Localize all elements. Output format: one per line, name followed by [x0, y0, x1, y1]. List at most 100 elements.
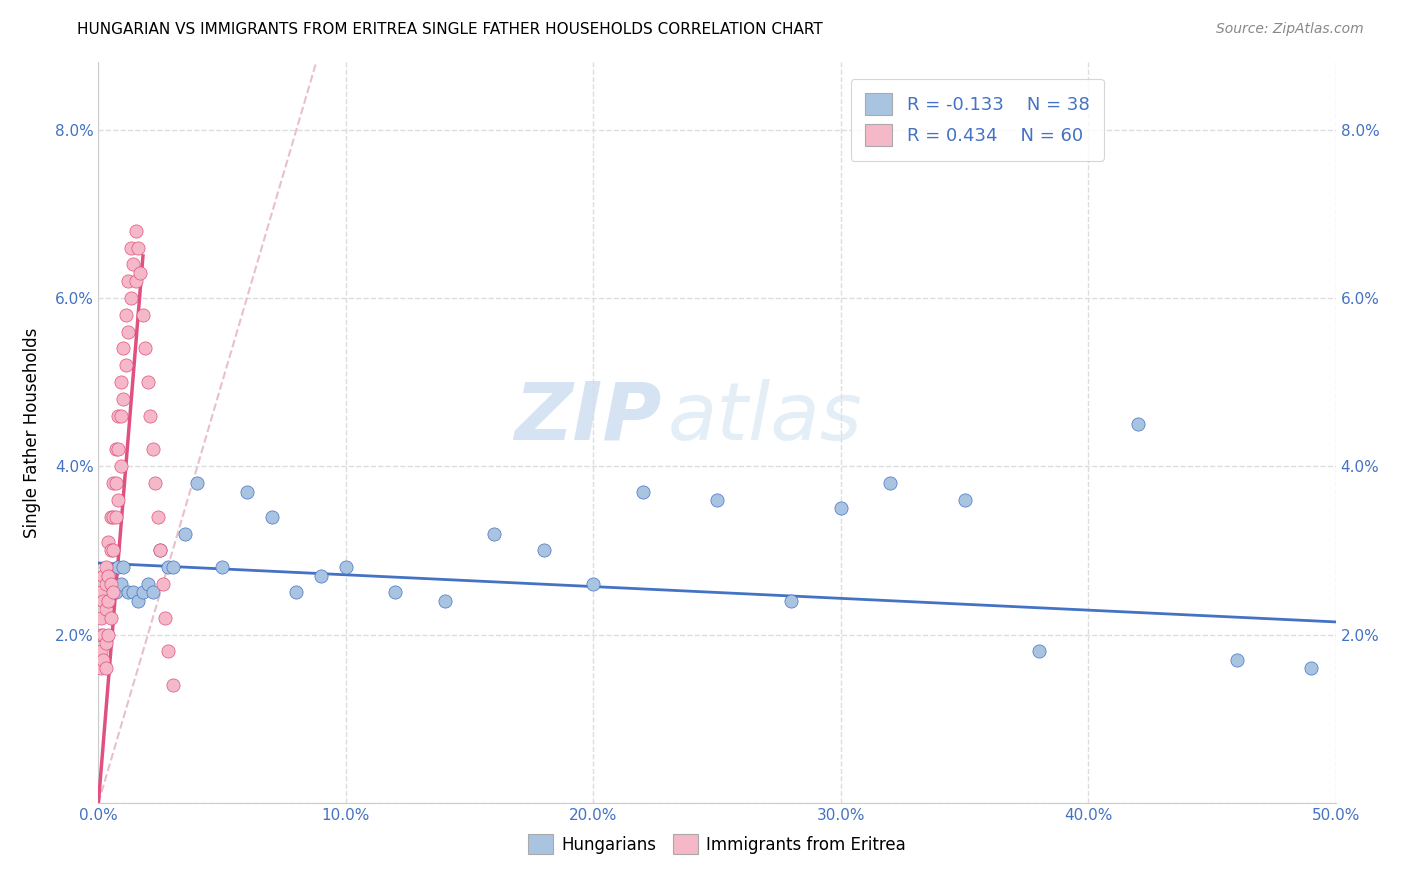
Point: [117, 274, 139, 288]
Point: [132, 308, 155, 322]
Point: [1126, 417, 1149, 432]
Point: [104, 509, 127, 524]
Point: [124, 224, 146, 238]
Text: atlas: atlas: [668, 379, 862, 457]
Point: [104, 442, 127, 457]
Point: [90, 644, 112, 658]
Point: [433, 594, 456, 608]
Point: [309, 568, 332, 582]
Point: [117, 325, 139, 339]
Point: [134, 342, 156, 356]
Text: ZIP: ZIP: [515, 379, 661, 457]
Text: Source: ZipAtlas.com: Source: ZipAtlas.com: [1216, 22, 1364, 37]
Point: [97, 535, 120, 549]
Point: [110, 409, 132, 423]
Point: [97, 594, 120, 608]
Point: [100, 543, 122, 558]
Point: [156, 560, 179, 574]
Point: [156, 644, 179, 658]
Point: [94, 636, 117, 650]
Point: [139, 409, 162, 423]
Point: [149, 543, 172, 558]
Point: [112, 342, 135, 356]
Point: [94, 568, 117, 582]
Point: [211, 560, 233, 574]
Point: [129, 266, 152, 280]
Point: [107, 442, 129, 457]
Point: [94, 577, 117, 591]
Point: [93, 594, 115, 608]
Point: [107, 409, 129, 423]
Point: [631, 484, 654, 499]
Point: [142, 585, 165, 599]
Point: [136, 577, 159, 591]
Y-axis label: Single Father Households: Single Father Households: [22, 327, 41, 538]
Point: [143, 476, 166, 491]
Point: [90, 610, 112, 624]
Point: [90, 661, 112, 675]
Point: [117, 585, 139, 599]
Point: [103, 543, 125, 558]
Point: [152, 577, 174, 591]
Point: [335, 560, 357, 574]
Point: [104, 476, 127, 491]
Point: [112, 560, 135, 574]
Point: [1226, 653, 1249, 667]
Point: [186, 476, 208, 491]
Point: [100, 577, 122, 591]
Point: [110, 375, 132, 389]
Legend: Hungarians, Immigrants from Eritrea: Hungarians, Immigrants from Eritrea: [522, 828, 912, 861]
Point: [103, 585, 125, 599]
Point: [103, 476, 125, 491]
Point: [132, 585, 155, 599]
Point: [114, 308, 136, 322]
Point: [112, 392, 135, 406]
Point: [94, 560, 117, 574]
Point: [122, 585, 145, 599]
Point: [94, 602, 117, 616]
Point: [127, 240, 149, 255]
Point: [122, 257, 145, 271]
Point: [582, 577, 605, 591]
Point: [107, 560, 129, 574]
Point: [104, 585, 127, 599]
Point: [830, 501, 852, 516]
Point: [97, 627, 120, 641]
Point: [953, 492, 976, 507]
Text: HUNGARIAN VS IMMIGRANTS FROM ERITREA SINGLE FATHER HOUSEHOLDS CORRELATION CHART: HUNGARIAN VS IMMIGRANTS FROM ERITREA SIN…: [77, 22, 823, 37]
Point: [93, 568, 115, 582]
Point: [136, 375, 159, 389]
Point: [90, 585, 112, 599]
Point: [100, 577, 122, 591]
Point: [146, 509, 169, 524]
Point: [124, 274, 146, 288]
Point: [1299, 661, 1322, 675]
Point: [127, 594, 149, 608]
Point: [100, 610, 122, 624]
Point: [110, 577, 132, 591]
Point: [162, 560, 184, 574]
Point: [107, 492, 129, 507]
Point: [174, 526, 197, 541]
Point: [162, 678, 184, 692]
Point: [100, 509, 122, 524]
Point: [103, 509, 125, 524]
Point: [155, 610, 177, 624]
Point: [114, 359, 136, 373]
Point: [97, 568, 120, 582]
Point: [149, 543, 172, 558]
Point: [260, 509, 283, 524]
Point: [706, 492, 728, 507]
Point: [93, 653, 115, 667]
Point: [285, 585, 308, 599]
Point: [120, 291, 142, 305]
Point: [142, 442, 165, 457]
Point: [90, 627, 112, 641]
Point: [533, 543, 555, 558]
Point: [879, 476, 901, 491]
Point: [384, 585, 406, 599]
Point: [120, 240, 142, 255]
Point: [1028, 644, 1050, 658]
Point: [780, 594, 803, 608]
Point: [110, 459, 132, 474]
